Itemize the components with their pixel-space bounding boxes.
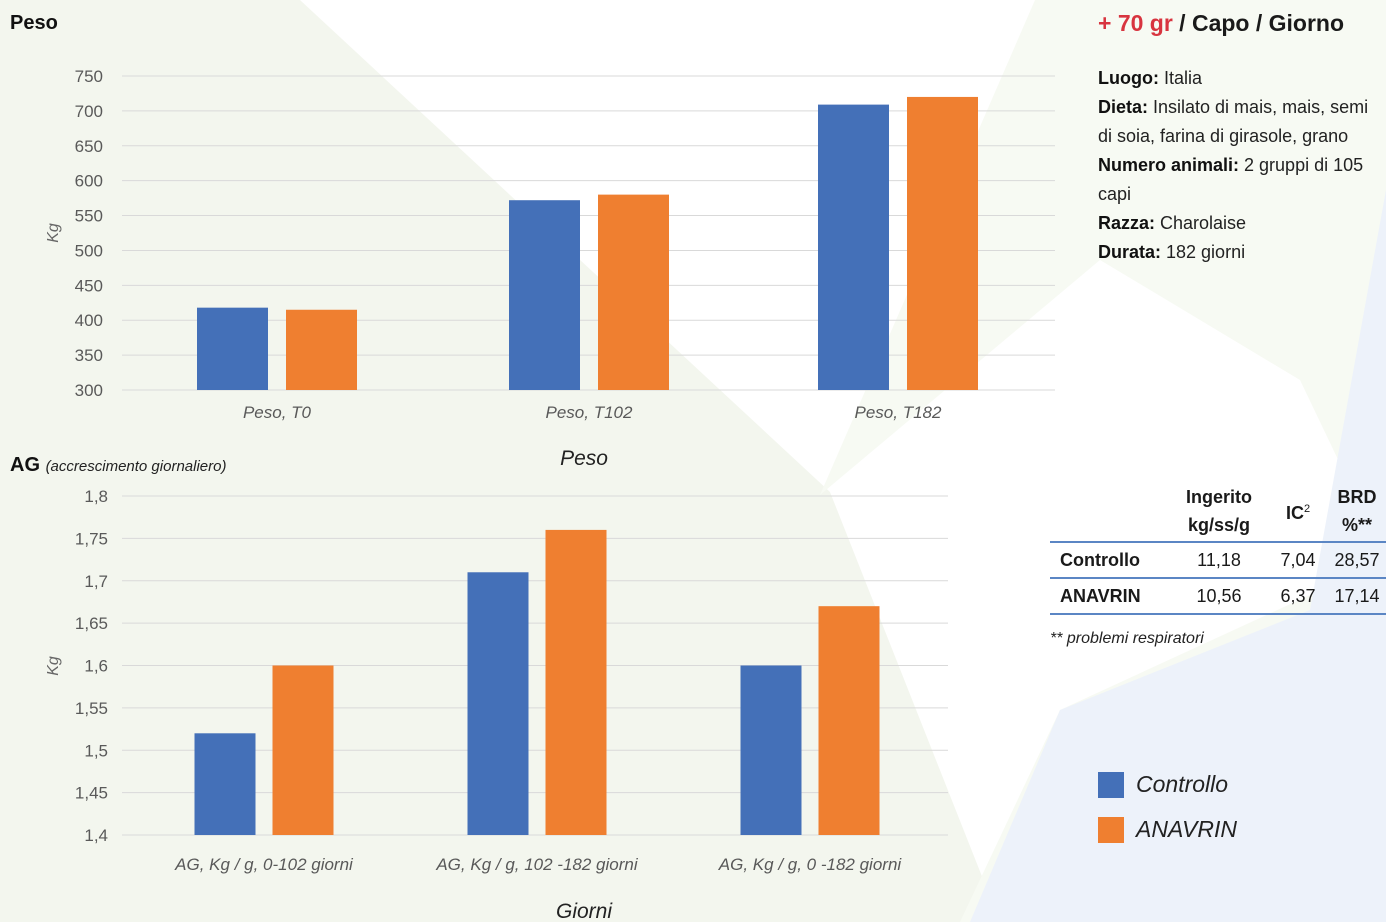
peso-x-tick-label: Peso, T102	[546, 403, 633, 422]
legend-item-controllo: Controllo	[1098, 762, 1237, 807]
table-header-empty	[1050, 481, 1170, 542]
info-row-durata: Durata: 182 giorni	[1098, 242, 1246, 262]
peso-y-tick-label: 500	[75, 241, 103, 260]
peso-x-axis-label: Peso	[560, 447, 608, 470]
peso-x-tick-label: Peso, T0	[243, 403, 312, 422]
ag-x-tick-label: AG, Kg / g, 102 -182 giorni	[435, 855, 639, 874]
table-row-label: Controllo	[1060, 549, 1140, 570]
stats-table: Ingerito kg/ss/g IC2 BRD %** Controllo 1…	[1050, 481, 1386, 615]
ag-y-tick-label: 1,55	[75, 699, 108, 718]
peso-bar-controllo	[197, 307, 268, 390]
ag-bar-anavrin	[272, 665, 334, 835]
table-cell: 28,57	[1334, 549, 1380, 570]
peso-bar-anavrin	[286, 309, 357, 390]
peso-bar-anavrin	[907, 96, 978, 390]
info-row-luogo: Luogo: Italia	[1098, 68, 1203, 88]
ag-x-axis-label: Giorni	[556, 900, 613, 922]
table-cell: 7,04	[1280, 549, 1316, 570]
table-row: Controllo 11,18 7,04 28,57	[1050, 542, 1386, 578]
ag-y-tick-label: 1,75	[75, 529, 108, 548]
peso-chart-title: Peso	[10, 12, 58, 34]
ag-bar-controllo	[740, 665, 802, 835]
peso-y-tick-label: 400	[75, 311, 103, 330]
footnote: ** problemi respiratori	[1050, 630, 1204, 647]
headline-rest: / Capo / Giorno	[1172, 10, 1345, 36]
legend-swatch-controllo	[1098, 771, 1124, 798]
info-row-dieta: Dieta: Insilato di mais, mais, semi di s…	[1098, 97, 1369, 146]
peso-y-tick-label: 550	[75, 207, 103, 226]
ag-y-tick-label: 1,6	[84, 657, 108, 676]
peso-bar-controllo	[509, 200, 580, 390]
ag-y-axis-label: Kg	[45, 656, 62, 676]
table-row-label: ANAVRIN	[1060, 585, 1141, 606]
headline-gain: + 70 gr	[1098, 10, 1173, 36]
peso-y-tick-label: 750	[75, 67, 103, 86]
legend: Controllo ANAVRIN	[1098, 762, 1237, 852]
peso-bar-anavrin	[598, 194, 669, 390]
table-header-row: Ingerito kg/ss/g IC2 BRD %**	[1050, 481, 1386, 542]
table-row: ANAVRIN 10,56 6,37 17,14	[1050, 578, 1386, 614]
legend-label: Controllo	[1136, 771, 1229, 797]
table-header-ic: IC2	[1285, 503, 1311, 523]
peso-bar-controllo	[818, 104, 889, 390]
ag-chart-subtitle: (accrescimento giornaliero)	[45, 458, 227, 475]
peso-y-tick-label: 450	[75, 276, 103, 295]
peso-y-tick-label: 650	[75, 137, 103, 156]
peso-y-tick-label: 350	[75, 346, 103, 365]
trial-info: Luogo: Italia Dieta: Insilato di mais, m…	[1098, 64, 1383, 267]
peso-y-tick-label: 700	[75, 102, 103, 121]
legend-swatch-anavrin	[1098, 816, 1124, 843]
ag-bar-controllo	[467, 572, 529, 835]
ag-y-tick-label: 1,4	[84, 826, 108, 845]
ag-chart-title: AG (accrescimento giornaliero)	[10, 454, 227, 476]
peso-y-tick-label: 300	[75, 381, 103, 400]
ag-y-tick-label: 1,5	[84, 741, 108, 760]
peso-x-tick-label: Peso, T182	[855, 403, 942, 422]
peso-y-axis-label: Kg	[45, 223, 62, 243]
info-row-numero-animali: Numero animali: 2 gruppi di 105 capi	[1098, 155, 1364, 204]
table-cell: 17,14	[1334, 585, 1380, 606]
ag-y-tick-label: 1,65	[75, 614, 108, 633]
ag-x-tick-label: AG, Kg / g, 0-102 giorni	[174, 855, 354, 874]
legend-label: ANAVRIN	[1136, 816, 1237, 842]
ag-x-tick-label: AG, Kg / g, 0 -182 giorni	[718, 855, 903, 874]
headline: + 70 gr / Capo / Giorno	[1098, 10, 1344, 37]
ag-y-tick-label: 1,8	[84, 487, 108, 506]
ag-y-tick-label: 1,45	[75, 784, 108, 803]
table-cell: 6,37	[1280, 585, 1316, 606]
ag-bar-controllo	[194, 733, 256, 835]
table-cell: 10,56	[1196, 585, 1242, 606]
info-row-razza: Razza: Charolaise	[1098, 213, 1247, 233]
ag-bar-anavrin	[545, 529, 607, 835]
ag-bar-anavrin	[818, 606, 880, 835]
table-header-brd: BRD %**	[1337, 487, 1377, 535]
table-header-ingerito: Ingerito kg/ss/g	[1186, 487, 1252, 535]
table-cell: 11,18	[1197, 549, 1241, 570]
peso-y-tick-label: 600	[75, 172, 103, 191]
legend-item-anavrin: ANAVRIN	[1098, 807, 1237, 852]
ag-y-tick-label: 1,7	[84, 572, 108, 591]
